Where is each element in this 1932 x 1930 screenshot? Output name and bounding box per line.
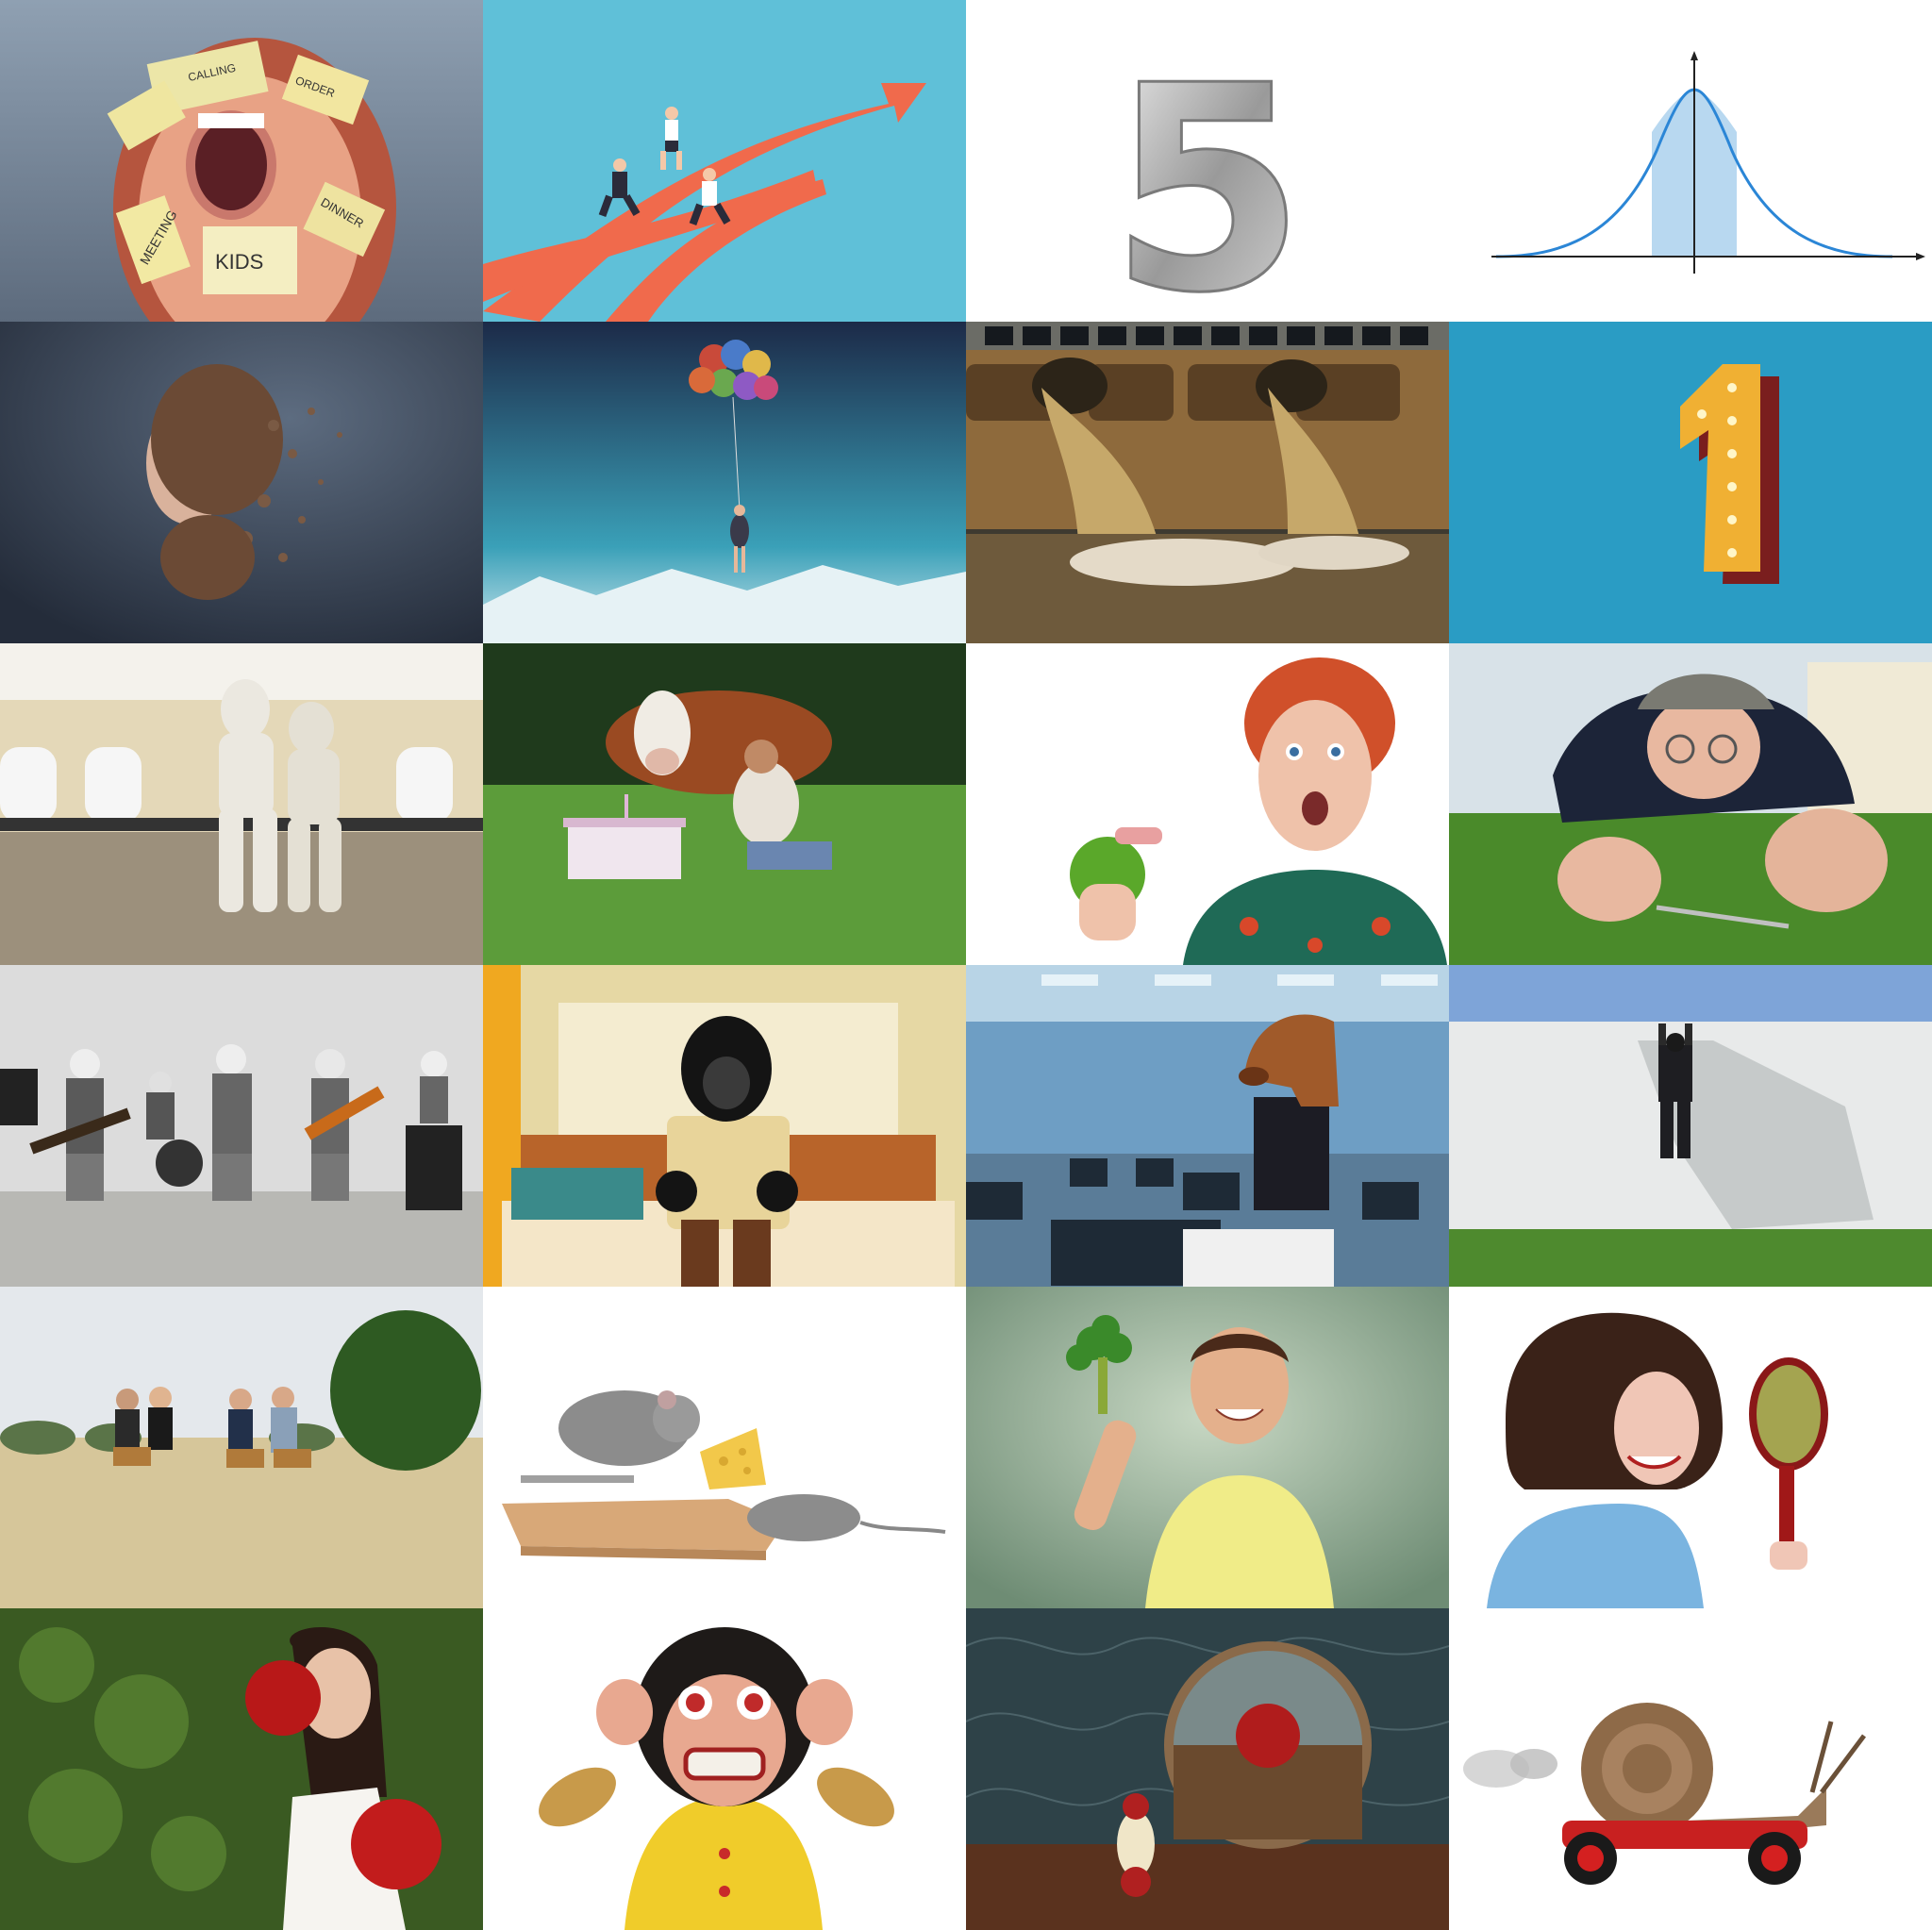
man-climbing-wall-photo — [1449, 965, 1932, 1287]
horse-head-office-photo — [966, 965, 1449, 1287]
field-meeting-photo — [0, 1287, 483, 1608]
meeting-person — [148, 1387, 173, 1450]
balloon — [689, 340, 778, 400]
boxing-glove — [245, 1660, 321, 1736]
man-cutting-grass-photo — [1449, 643, 1932, 965]
boxing-glove — [351, 1799, 441, 1889]
sticky-note: CALLING — [146, 41, 269, 115]
balloon-girl-photo — [483, 322, 966, 643]
runner — [660, 107, 682, 170]
mummies-waiting-room-photo — [0, 643, 483, 965]
grandma-rock-band-photo — [0, 965, 483, 1287]
chair — [0, 747, 453, 823]
band-member — [212, 1044, 252, 1201]
mirror-reflection-woman-photo — [1449, 1287, 1932, 1608]
mousetrap-cheese-photo — [483, 1287, 966, 1608]
meeting-person — [115, 1389, 140, 1452]
band-member — [420, 1051, 448, 1123]
number-five-render: 5 — [966, 0, 1449, 322]
sticky-note: DINNER — [303, 181, 386, 258]
meeting-person — [228, 1389, 253, 1452]
band-member — [146, 1072, 175, 1140]
marquee-number-one-photo — [1449, 322, 1932, 643]
speedy-snail-photo — [1449, 1608, 1932, 1930]
cow-dinner-photo — [483, 643, 966, 965]
cymbal-monkey-photo — [483, 1608, 966, 1930]
apple-mirror-photo — [966, 1608, 1449, 1930]
meeting-person — [271, 1387, 297, 1453]
disintegrating-woman-photo — [0, 322, 483, 643]
sticky-note: MEETING — [115, 195, 191, 285]
broccoli-boy-photo — [966, 1287, 1449, 1608]
arrow-runners-illustration — [483, 0, 966, 322]
bride-boxing-photo — [0, 1608, 483, 1930]
sticky-note: KIDS — [203, 226, 297, 294]
svg-text:KIDS: KIDS — [215, 250, 263, 274]
band-member — [66, 1049, 104, 1201]
sewage-pipes-photo — [966, 322, 1449, 643]
svg-text:5: 5 — [1109, 25, 1307, 322]
sticky-note: ORDER — [281, 54, 370, 125]
bell-curve-graph — [1449, 0, 1932, 322]
runner — [689, 168, 731, 226]
runner — [598, 158, 641, 218]
woman-dentures-apple-photo — [966, 643, 1449, 965]
sticky-notes-face-photo: MEETING KIDS DINNER ORDER CALLING — [0, 0, 483, 322]
gorilla-bed-photo — [483, 965, 966, 1287]
